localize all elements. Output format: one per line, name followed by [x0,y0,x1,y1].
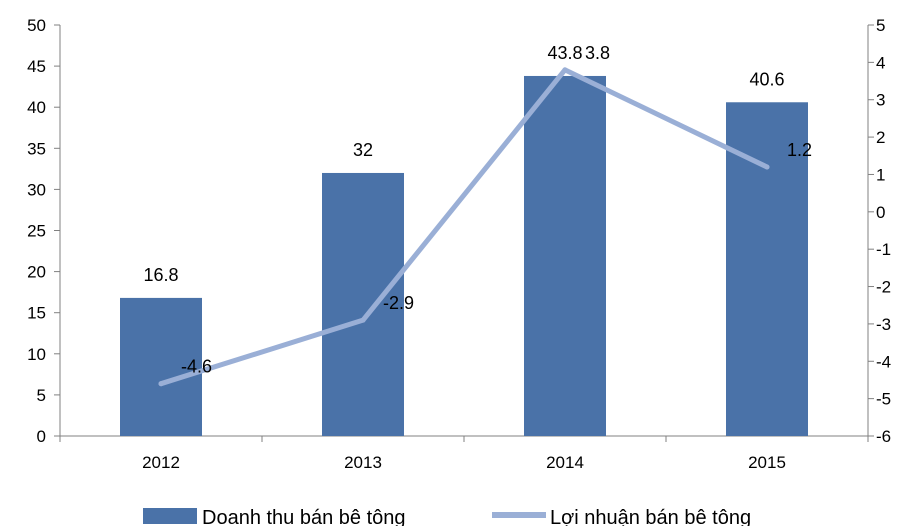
legend-swatch-profit [492,512,546,518]
revenue-data-label: 40.6 [749,69,784,89]
right-tick-label: -6 [876,427,891,446]
profit-point [360,317,366,323]
right-tick-label: 5 [876,16,885,35]
left-tick-label: 10 [27,345,46,364]
right-y-axis: -6 -5 -4 -3 -2 -1 0 1 2 3 4 5 [867,16,891,446]
revenue-bar [322,172,404,436]
right-tick-label: -5 [876,390,891,409]
profit-data-label: -4.6 [181,357,212,377]
x-tick-label: 2013 [344,453,382,472]
revenue-bar [524,75,606,437]
right-tick-label: -1 [876,240,891,259]
right-tick-label: -3 [876,315,891,334]
x-tick-label: 2015 [748,453,786,472]
legend: Doanh thu bán bê tông Lợi nhuận bán bê t… [143,507,751,526]
legend-label-profit: Lợi nhuận bán bê tông [550,507,751,526]
right-tick-label: 4 [876,53,885,72]
legend-label-revenue: Doanh thu bán bê tông [202,507,406,526]
left-tick-label: 40 [27,98,46,117]
left-tick-label: 45 [27,57,46,76]
x-tick-label: 2014 [546,453,584,472]
revenue-data-label: 32 [353,140,373,160]
profit-data-label: 3.8 [585,43,610,63]
left-y-axis: 0 5 10 15 20 25 30 35 40 45 50 [27,16,61,446]
profit-data-label: 1.2 [787,140,812,160]
left-tick-label: 35 [27,139,46,158]
left-tick-label: 15 [27,304,46,323]
right-tick-label: -4 [876,352,891,371]
right-tick-label: 0 [876,203,885,222]
profit-series-line [158,67,770,387]
revenue-bars [120,75,808,437]
profit-point [764,164,770,170]
x-axis: 2012 2013 2014 2015 [59,435,869,472]
revenue-data-label: 43.8 [547,43,582,63]
profit-line [158,67,770,387]
right-tick-label: 1 [876,165,885,184]
left-tick-label: 20 [27,263,46,282]
revenue-data-label: 16.8 [143,265,178,285]
revenue-bar [120,297,202,436]
right-tick-label: 2 [876,128,885,147]
revenue-bar [726,102,808,436]
right-tick-label: -2 [876,278,891,297]
left-tick-label: 0 [37,427,46,446]
left-tick-label: 25 [27,222,46,241]
x-tick-label: 2012 [142,453,180,472]
legend-swatch-revenue [143,508,197,524]
profit-data-label: -2.9 [383,293,414,313]
data-labels: 16.8 32 43.8 40.6 -4.6 -2.9 3.8 1.2 [143,43,812,377]
left-tick-label: 30 [27,180,46,199]
profit-point [158,381,164,387]
left-tick-label: 50 [27,16,46,35]
left-tick-label: 5 [37,386,46,405]
profit-point [562,67,568,73]
right-tick-label: 3 [876,91,885,110]
